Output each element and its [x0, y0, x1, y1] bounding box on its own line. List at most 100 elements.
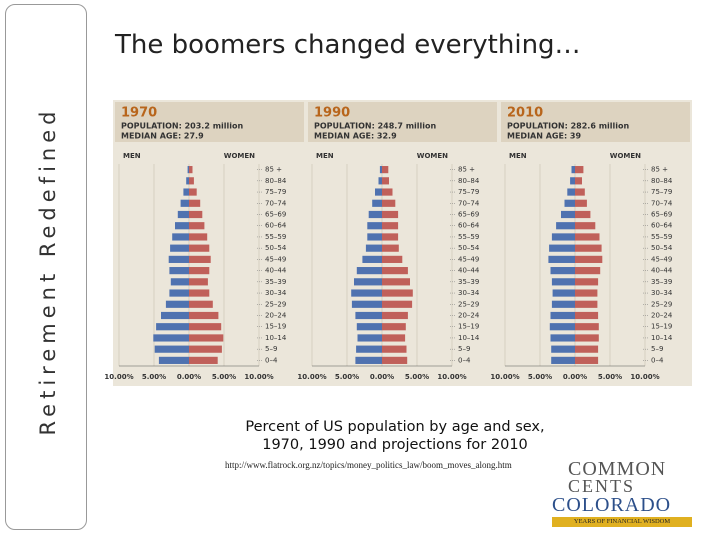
- bar-women: [189, 267, 210, 275]
- chart-subtitle: MEDIAN AGE: 27.9: [121, 132, 204, 141]
- bar-men: [156, 323, 189, 331]
- bar-men: [561, 210, 575, 219]
- bar-men: [186, 177, 189, 185]
- chart-subtitle: POPULATION: 203.2 million: [121, 122, 243, 131]
- bar-women: [575, 311, 599, 320]
- x-tick-label: 10.00%: [437, 373, 466, 381]
- bar-men: [567, 188, 575, 196]
- x-tick-label: 10.00%: [490, 373, 519, 381]
- y-tick-label: 70–74: [265, 199, 287, 207]
- bar-women: [189, 300, 213, 308]
- x-tick-label: 5.00%: [405, 373, 429, 381]
- bar-men: [170, 278, 189, 286]
- bar-men: [548, 255, 575, 263]
- y-tick-label: 60–64: [458, 222, 480, 230]
- y-tick-label: 20–24: [651, 312, 673, 320]
- y-tick-label: 35–39: [458, 278, 479, 286]
- bar-women: [382, 311, 408, 320]
- y-tick-label: 65–69: [265, 211, 286, 219]
- bar-women: [189, 334, 224, 342]
- chart-title: 1990: [314, 106, 350, 121]
- y-tick-label: 10–14: [265, 334, 287, 342]
- bar-men: [356, 323, 382, 331]
- x-tick-label: 5.00%: [335, 373, 359, 381]
- y-tick-label: 30–34: [265, 289, 287, 297]
- bar-men: [552, 289, 575, 297]
- bar-men: [154, 345, 189, 353]
- slide-title: The boomers changed everything…: [115, 30, 581, 60]
- bar-men: [551, 345, 575, 353]
- chart-header: [501, 102, 690, 142]
- chart-title: 2010: [507, 106, 543, 121]
- legend-label: WOMEN: [610, 152, 641, 160]
- bar-men: [169, 267, 189, 275]
- legend-label: WOMEN: [224, 152, 255, 160]
- x-tick-label: 10.00%: [104, 373, 133, 381]
- bar-women: [575, 289, 598, 297]
- bar-women: [382, 166, 389, 174]
- y-tick-label: 15–19: [265, 323, 286, 331]
- bar-women: [189, 289, 210, 297]
- bar-women: [575, 166, 584, 174]
- bar-men: [161, 311, 189, 320]
- y-tick-label: 80–84: [265, 177, 287, 185]
- bar-women: [575, 210, 591, 219]
- bar-women: [382, 356, 408, 364]
- bar-women: [189, 199, 201, 207]
- caption-line: Percent of US population by age and sex,: [245, 419, 545, 435]
- y-tick-label: 0–4: [458, 356, 471, 364]
- bar-men: [556, 222, 575, 230]
- logo-tagline: YEARS OF FINANCIAL WISDOM: [552, 517, 692, 527]
- bar-men: [571, 166, 575, 174]
- y-tick-label: 70–74: [458, 199, 480, 207]
- bar-women: [575, 278, 599, 286]
- y-tick-label: 30–34: [651, 289, 673, 297]
- bar-women: [575, 222, 596, 230]
- bar-men: [187, 166, 189, 174]
- y-tick-label: 45–49: [651, 255, 672, 263]
- chart-title: 1970: [121, 106, 157, 121]
- bar-men: [368, 210, 382, 219]
- bar-men: [551, 233, 575, 241]
- bar-men: [375, 188, 382, 196]
- bar-men: [570, 177, 575, 185]
- x-tick-label: 10.00%: [244, 373, 273, 381]
- x-tick-label: 0.00%: [177, 373, 201, 381]
- x-tick-label: 5.00%: [598, 373, 622, 381]
- y-tick-label: 35–39: [265, 278, 286, 286]
- bar-men: [170, 244, 189, 252]
- bar-women: [575, 177, 582, 185]
- bar-men: [153, 334, 189, 342]
- bar-men: [365, 244, 382, 252]
- y-tick-label: 60–64: [651, 222, 673, 230]
- bar-women: [575, 188, 585, 196]
- chart-subtitle: MEDIAN AGE: 32.9: [314, 132, 397, 141]
- bar-women: [575, 233, 600, 241]
- logo-text: COMMON: [568, 458, 667, 480]
- y-tick-label: 25–29: [265, 300, 286, 308]
- bar-women: [575, 255, 603, 263]
- logo-text: COLORADO: [552, 494, 672, 516]
- bar-men: [379, 166, 382, 174]
- bar-women: [189, 255, 211, 263]
- bar-women: [575, 334, 599, 342]
- bar-women: [189, 323, 222, 331]
- y-tick-label: 75–79: [265, 188, 286, 196]
- x-tick-label: 5.00%: [528, 373, 552, 381]
- y-tick-label: 65–69: [651, 211, 672, 219]
- y-tick-label: 50–54: [651, 244, 673, 252]
- logo-text: CENTS: [568, 476, 636, 496]
- bar-women: [382, 177, 389, 185]
- bar-women: [575, 323, 599, 331]
- y-tick-label: 20–24: [458, 312, 480, 320]
- bar-women: [189, 244, 210, 252]
- bar-men: [180, 199, 189, 207]
- bar-women: [575, 199, 587, 207]
- y-tick-label: 55–59: [458, 233, 479, 241]
- legend-label: WOMEN: [417, 152, 448, 160]
- bar-women: [189, 222, 205, 230]
- logo: COMMON CENTS COLORADO YEARS OF FINANCIAL…: [548, 458, 694, 528]
- bar-men: [551, 356, 575, 364]
- y-tick-label: 45–49: [458, 255, 479, 263]
